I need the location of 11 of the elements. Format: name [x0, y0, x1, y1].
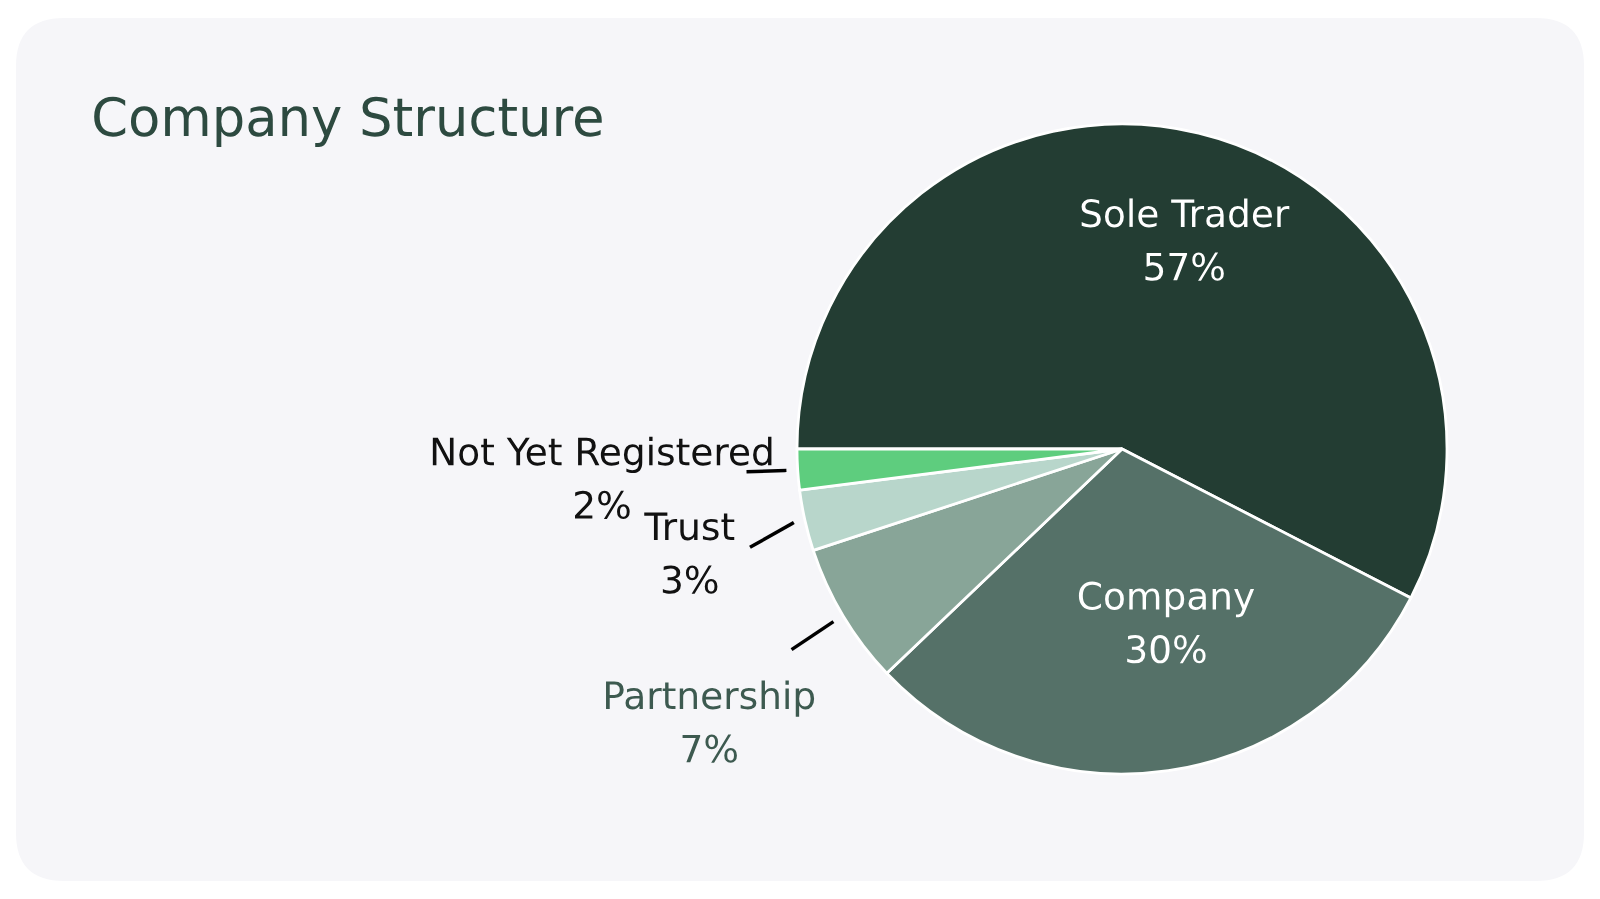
data-label: 7% — [682, 734, 737, 763]
chart-title: Company Structure — [94, 96, 602, 147]
slice-label: Not Yet Registered — [432, 436, 772, 473]
data-label: 57% — [1145, 252, 1224, 281]
slice-label: Trust — [644, 512, 735, 541]
slice-label: Company — [1078, 581, 1255, 618]
slice-label: Partnership — [606, 680, 815, 717]
data-label: 2% — [575, 490, 630, 520]
slice-label: Sole Trader — [1081, 198, 1290, 228]
data-label: 3% — [662, 565, 718, 594]
data-label: 30% — [1127, 634, 1206, 664]
